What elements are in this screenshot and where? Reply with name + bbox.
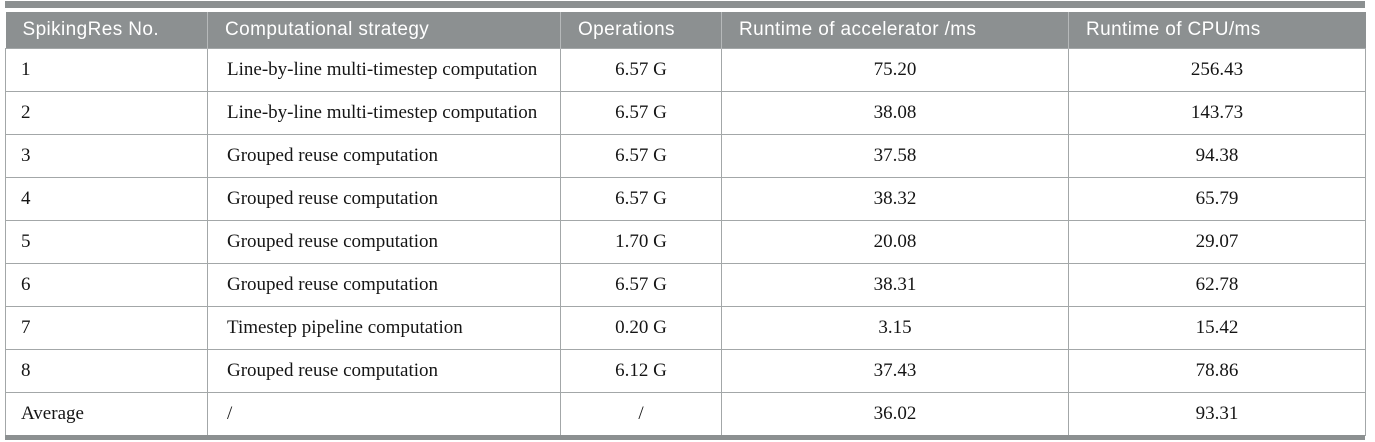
cell-operations: 6.12 G [560,348,722,393]
cell-strategy: Timestep pipeline computation [207,305,561,350]
table-body: 1 Line-by-line multi-timestep computatio… [5,47,1366,436]
cell-operations: / [560,391,722,436]
cell-spikingres-no: 5 [5,219,208,264]
cell-operations: 1.70 G [560,219,722,264]
table-header: SpikingRes No. Computational strategy Op… [5,12,1366,48]
cell-operations: 6.57 G [560,90,722,135]
cell-runtime-accelerator: 38.31 [721,262,1069,307]
header-runtime-cpu: Runtime of CPU/ms [1068,12,1366,48]
spikingres-runtime-table: SpikingRes No. Computational strategy Op… [5,12,1366,436]
table-top-accent-bar [5,1,1365,8]
cell-strategy: Grouped reuse computation [207,219,561,264]
cell-spikingres-no: 3 [5,133,208,178]
cell-strategy: Grouped reuse computation [207,133,561,178]
cell-operations: 0.20 G [560,305,722,350]
table-row: 7 Timestep pipeline computation 0.20 G 3… [5,305,1366,350]
cell-runtime-accelerator: 38.08 [721,90,1069,135]
cell-runtime-accelerator: 37.43 [721,348,1069,393]
cell-strategy: Line-by-line multi-timestep computation [207,90,561,135]
table-row: 4 Grouped reuse computation 6.57 G 38.32… [5,176,1366,221]
cell-runtime-cpu: 78.86 [1068,348,1366,393]
cell-spikingres-no: 2 [5,90,208,135]
cell-runtime-accelerator: 37.58 [721,133,1069,178]
cell-strategy: Grouped reuse computation [207,348,561,393]
cell-strategy: Grouped reuse computation [207,262,561,307]
table-row: 6 Grouped reuse computation 6.57 G 38.31… [5,262,1366,307]
cell-spikingres-no: Average [5,391,208,436]
cell-runtime-cpu: 65.79 [1068,176,1366,221]
header-computational-strategy: Computational strategy [207,12,561,48]
header-operations: Operations [560,12,722,48]
cell-spikingres-no: 6 [5,262,208,307]
cell-spikingres-no: 7 [5,305,208,350]
cell-runtime-cpu: 15.42 [1068,305,1366,350]
cell-runtime-cpu: 62.78 [1068,262,1366,307]
cell-runtime-cpu: 143.73 [1068,90,1366,135]
cell-spikingres-no: 8 [5,348,208,393]
cell-runtime-accelerator: 36.02 [721,391,1069,436]
cell-spikingres-no: 1 [5,47,208,92]
cell-runtime-cpu: 94.38 [1068,133,1366,178]
results-table: SpikingRes No. Computational strategy Op… [5,12,1366,436]
cell-strategy: / [207,391,561,436]
cell-runtime-accelerator: 75.20 [721,47,1069,92]
cell-runtime-accelerator: 20.08 [721,219,1069,264]
table-bottom-accent-bar [5,435,1365,440]
table-row: 5 Grouped reuse computation 1.70 G 20.08… [5,219,1366,264]
table-row: 8 Grouped reuse computation 6.12 G 37.43… [5,348,1366,393]
cell-runtime-cpu: 29.07 [1068,219,1366,264]
table-row-average: Average / / 36.02 93.31 [5,391,1366,436]
cell-operations: 6.57 G [560,262,722,307]
cell-runtime-cpu: 93.31 [1068,391,1366,436]
header-spikingres-no: SpikingRes No. [5,12,208,48]
cell-runtime-cpu: 256.43 [1068,47,1366,92]
cell-strategy: Grouped reuse computation [207,176,561,221]
cell-spikingres-no: 4 [5,176,208,221]
cell-runtime-accelerator: 38.32 [721,176,1069,221]
header-runtime-accelerator: Runtime of accelerator /ms [721,12,1069,48]
cell-operations: 6.57 G [560,47,722,92]
cell-operations: 6.57 G [560,176,722,221]
table-row: 3 Grouped reuse computation 6.57 G 37.58… [5,133,1366,178]
table-row: 2 Line-by-line multi-timestep computatio… [5,90,1366,135]
cell-strategy: Line-by-line multi-timestep computation [207,47,561,92]
header-row: SpikingRes No. Computational strategy Op… [5,12,1366,48]
cell-runtime-accelerator: 3.15 [721,305,1069,350]
table-row: 1 Line-by-line multi-timestep computatio… [5,47,1366,92]
cell-operations: 6.57 G [560,133,722,178]
